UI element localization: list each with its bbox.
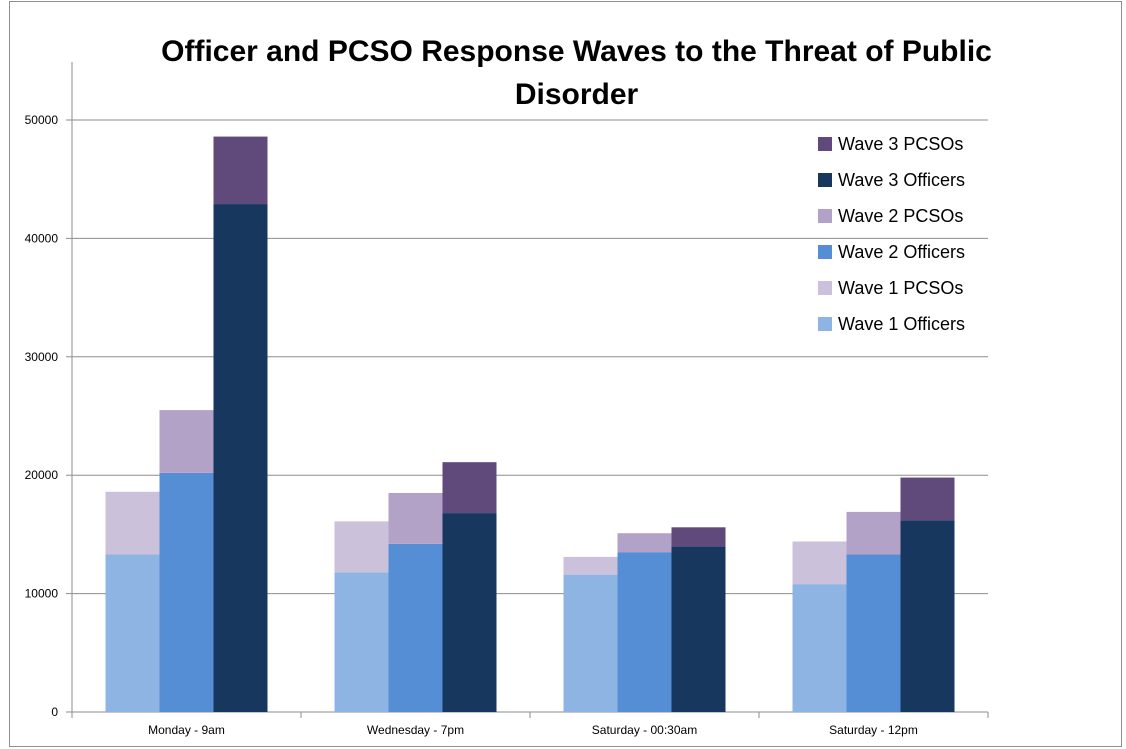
bar-wave3-pcsos xyxy=(900,477,955,521)
legend-swatch xyxy=(818,317,832,331)
bar-wave3-officers xyxy=(442,513,497,712)
y-tick-label: 40000 xyxy=(25,231,59,245)
bar-wave2-pcsos xyxy=(388,492,443,544)
legend-label: Wave 3 Officers xyxy=(838,170,965,190)
bar-wave3-officers xyxy=(900,520,955,712)
legend-label: Wave 2 PCSOs xyxy=(838,206,963,226)
bar-wave3-pcsos xyxy=(213,136,268,205)
x-tick-label: Saturday - 12pm xyxy=(829,723,918,737)
legend-swatch xyxy=(818,209,832,223)
bar-wave1-officers xyxy=(563,574,618,712)
bar-wave2-officers xyxy=(159,472,214,712)
legend-label: Wave 2 Officers xyxy=(838,242,965,262)
legend-label: Wave 3 PCSOs xyxy=(838,134,963,154)
bar-wave1-officers xyxy=(334,572,389,712)
bar-wave1-officers xyxy=(792,584,847,712)
bar-wave1-pcsos xyxy=(334,521,389,573)
x-tick-label: Monday - 9am xyxy=(148,723,225,737)
x-tick-label: Saturday - 00:30am xyxy=(592,723,697,737)
legend-label: Wave 1 PCSOs xyxy=(838,278,963,298)
legend-label: Wave 1 Officers xyxy=(838,314,965,334)
bar-wave2-pcsos xyxy=(617,533,672,553)
legend-swatch xyxy=(818,281,832,295)
y-tick-label: 30000 xyxy=(25,350,59,364)
bar-wave2-pcsos xyxy=(159,410,214,473)
bar-wave1-officers xyxy=(105,554,160,712)
y-tick-label: 50000 xyxy=(25,113,59,127)
legend-swatch xyxy=(818,137,832,151)
bar-wave3-officers xyxy=(213,204,268,712)
bar-wave3-officers xyxy=(671,546,726,712)
x-tick-label: Wednesday - 7pm xyxy=(367,723,464,737)
y-tick-label: 0 xyxy=(51,705,58,719)
legend-swatch xyxy=(818,173,832,187)
bar-wave2-officers xyxy=(388,543,443,712)
y-tick-label: 20000 xyxy=(25,468,59,482)
bar-wave1-pcsos xyxy=(792,541,847,585)
bar-wave2-pcsos xyxy=(846,511,901,555)
bar-wave2-officers xyxy=(617,552,672,712)
bar-wave3-pcsos xyxy=(442,462,497,514)
bar-wave1-pcsos xyxy=(105,491,160,555)
y-tick-label: 10000 xyxy=(25,587,59,601)
bar-wave3-pcsos xyxy=(671,527,726,547)
bar-wave2-officers xyxy=(846,554,901,712)
legend-swatch xyxy=(818,245,832,259)
chart-title: Officer and PCSO Response Waves to the T… xyxy=(161,35,992,111)
bar-wave1-pcsos xyxy=(563,556,618,575)
